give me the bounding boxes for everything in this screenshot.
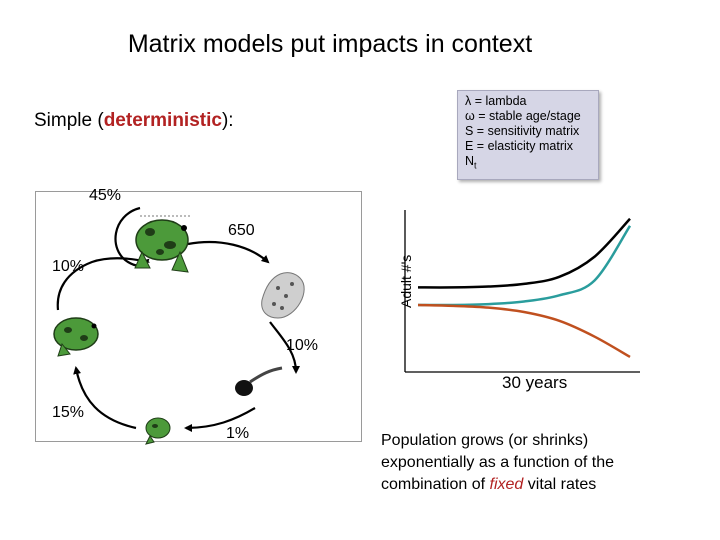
metamorph-to-juvenile-arrow [73, 366, 137, 430]
subadult-survival-label: 10% [286, 337, 319, 354]
series-line-3 [417, 303, 631, 359]
egg-to-tadpole-arrow [269, 321, 300, 374]
juvenile-survival-label: 15% [52, 404, 85, 421]
series-line-2 [417, 225, 632, 307]
juvenile-to-adult-arrow [56, 256, 150, 311]
caption-emphasis: fixed [489, 476, 524, 493]
caption-suffix: vital rates [523, 476, 597, 493]
legend-line-lambda: λ = lambda [465, 94, 527, 108]
x-axis-label: 30 years [502, 373, 568, 392]
caption-text: Population grows (or shrinks) exponentia… [381, 430, 681, 496]
adult-to-egg-arrow [187, 240, 270, 264]
caption-prefix: Population grows (or shrinks) exponentia… [381, 432, 615, 493]
slide-title: Matrix models put impacts in context [127, 30, 533, 58]
model-type-highlight: deterministic [103, 110, 222, 131]
adult-frog-icon [134, 215, 192, 273]
tadpole-survival-label: 1% [226, 425, 250, 442]
life-cycle-panel [35, 191, 362, 442]
model-type-prefix: Simple ( [34, 110, 104, 131]
notation-legend-box: λ = lambda ω = stable age/stage S = sens… [457, 90, 599, 180]
egg-survival-label: 10% [52, 258, 85, 275]
legend-line-sensitivity: S = sensitivity matrix [465, 124, 580, 138]
legend-line-omega: ω = stable age/stage [465, 109, 581, 123]
juvenile-frog-icon [53, 317, 99, 357]
tadpole-icon [235, 366, 283, 396]
nt-base: N [465, 154, 475, 168]
egg-mass-icon [261, 272, 305, 319]
metamorph-frog-icon [145, 417, 171, 445]
fecundity-label: 650 [228, 222, 255, 239]
model-type-label: Simple (deterministic): [34, 110, 234, 132]
tadpole-to-metamorph-arrow [184, 407, 256, 432]
model-type-suffix: ): [221, 110, 234, 131]
series-line-1 [417, 217, 631, 289]
nt-sub: t [474, 160, 477, 171]
legend-line-elasticity: E = elasticity matrix [465, 139, 574, 153]
adult-survival-label: 45% [89, 187, 122, 204]
legend-line-nt: Nt [465, 154, 598, 174]
y-axis-label: Adult #'s [398, 254, 414, 308]
